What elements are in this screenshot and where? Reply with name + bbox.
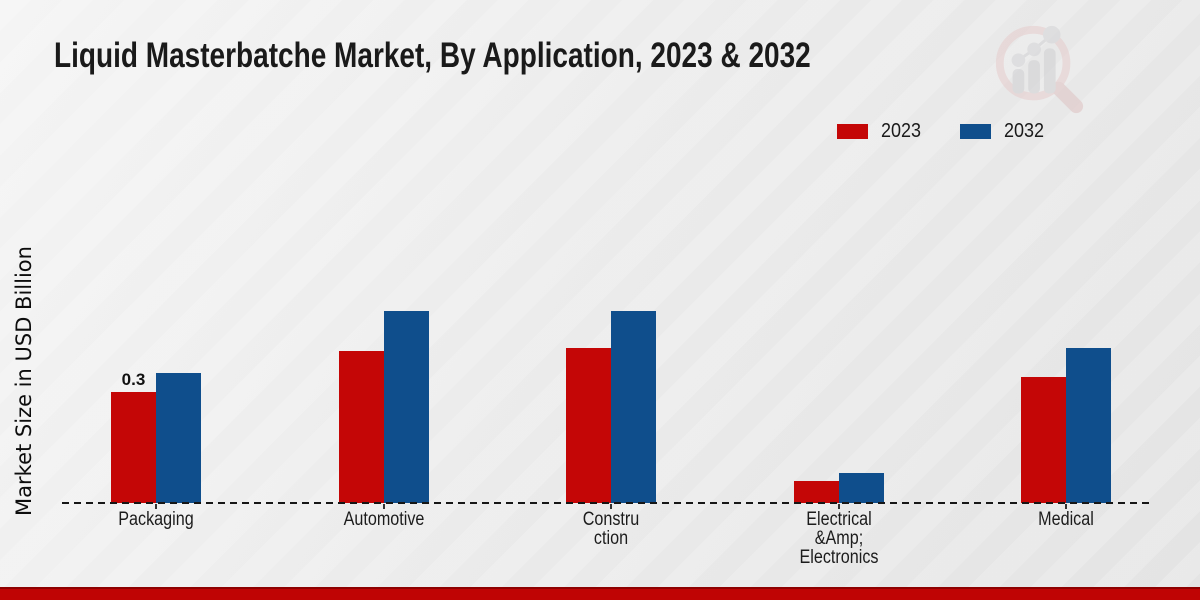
footer-accent-band [0, 587, 1200, 600]
bar-2032-automotive [383, 311, 429, 503]
legend-label: 2032 [1003, 120, 1044, 142]
x-axis-category-label: Automotive [343, 509, 424, 530]
x-axis-category-label: Packaging [118, 509, 194, 530]
x-axis-baseline [62, 502, 1150, 504]
x-axis-category-label: Constru ction [582, 509, 640, 549]
legend: 2023 2032 [837, 120, 1048, 143]
x-axis-tick [837, 504, 840, 509]
legend-label: 2023 [881, 120, 922, 142]
x-axis-category-label: Electrical &Amp; Electronics [799, 509, 878, 568]
legend-item-2023: 2023 [837, 120, 926, 143]
bar-2023-automotive [338, 351, 384, 503]
x-axis-tick [382, 504, 385, 509]
legend-item-2032: 2032 [959, 120, 1049, 143]
legend-swatch-icon [837, 124, 868, 139]
x-axis-tick [1065, 504, 1067, 509]
bar-2032-packaging [156, 373, 201, 503]
bar-2032-electrical-amp-electronics [838, 473, 884, 503]
bar-2023-packaging [111, 392, 156, 503]
legend-swatch-icon [959, 124, 991, 139]
x-axis-tick [610, 504, 612, 509]
bar-2023-construction [566, 348, 611, 503]
x-axis-category-label: Medical [1038, 509, 1094, 530]
x-axis-tick [155, 504, 157, 509]
bar-value-label: 0.3 [121, 370, 146, 389]
bar-2032-medical [1066, 348, 1111, 503]
chart-title: Liquid Masterbatche Market, By Applicati… [54, 36, 811, 75]
bar-2032-construction [611, 311, 656, 503]
bar-2023-electrical-amp-electronics [793, 481, 839, 503]
brand-logo-watermark-icon [995, 25, 1084, 114]
bar-2023-medical [1021, 377, 1066, 503]
